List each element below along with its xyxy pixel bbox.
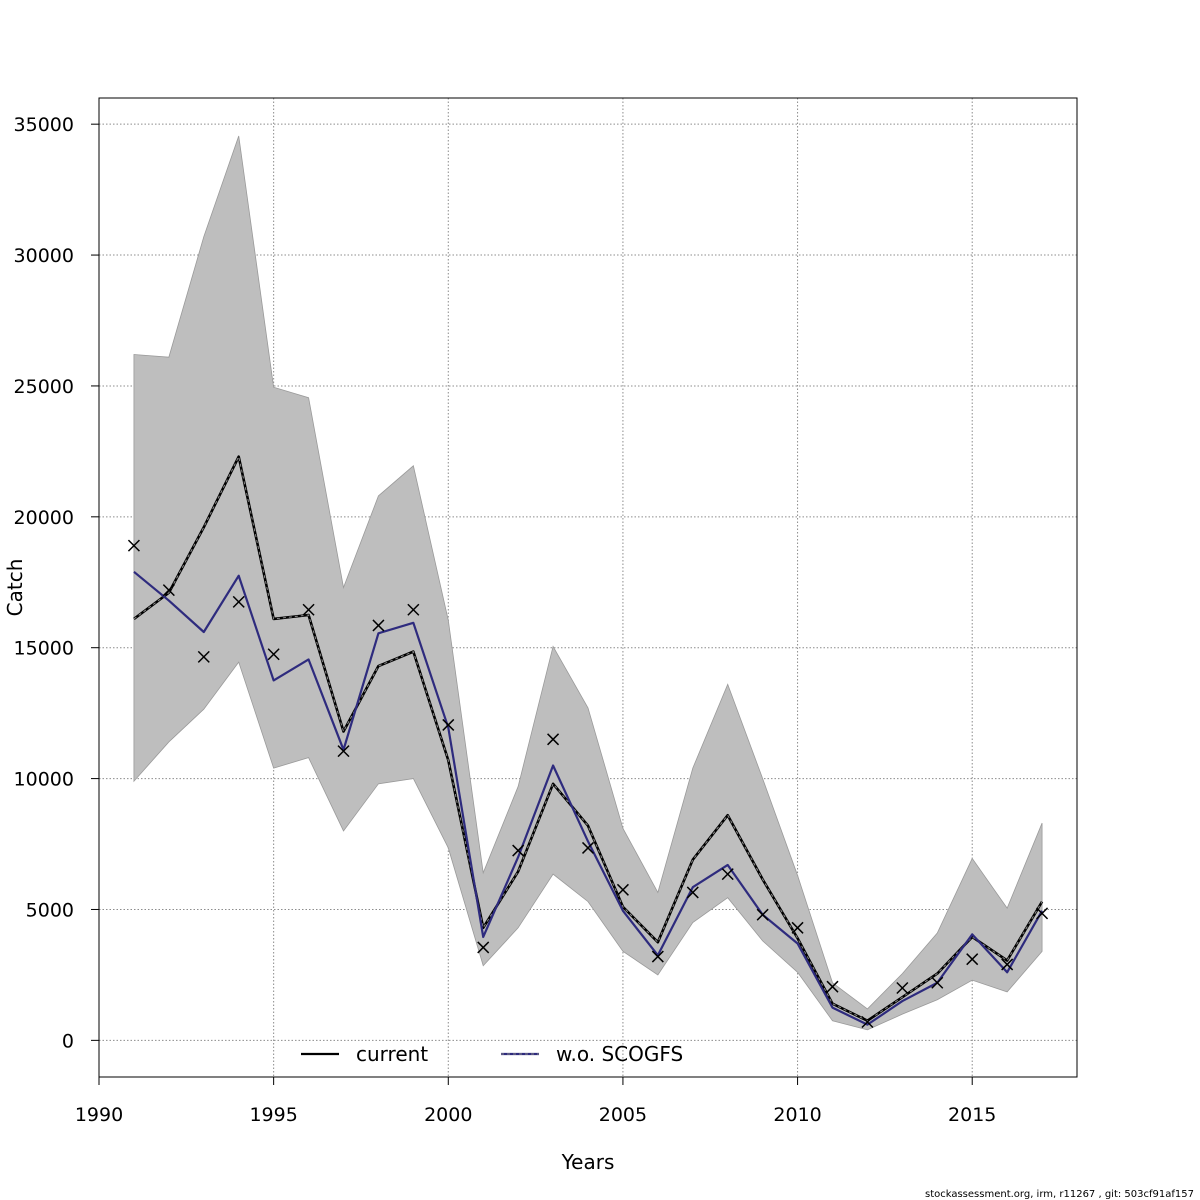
observation-mark-stroke	[791, 921, 804, 934]
observation-mark-stroke	[407, 603, 420, 616]
observation-mark-stroke	[826, 980, 839, 993]
legend-label-wo-scogfs: w.o. SCOGFS	[556, 1042, 683, 1066]
observation-point	[756, 908, 769, 921]
observation-point	[826, 980, 839, 993]
footer-credit: stockassessment.org, irm, r11267 , git: …	[925, 1189, 1194, 1200]
observation-mark-stroke	[162, 584, 175, 597]
y-tick-label: 35000	[14, 114, 74, 136]
observation-point	[372, 619, 385, 632]
observation-point	[477, 941, 490, 954]
x-tick-label: 2015	[948, 1104, 996, 1126]
observation-mark-stroke	[442, 718, 455, 731]
observation-mark-stroke	[651, 950, 664, 963]
legend: current w.o. SCOGFS	[301, 1042, 683, 1066]
observation-point	[861, 1015, 874, 1029]
y-tick-label: 15000	[14, 638, 74, 660]
observation-point	[1036, 907, 1049, 920]
series-lines	[133, 455, 1044, 1026]
observation-mark-stroke	[197, 650, 210, 663]
y-tick-label: 10000	[14, 769, 74, 791]
observation-mark-stroke	[581, 841, 595, 854]
x-tick-label: 1995	[249, 1104, 297, 1126]
observation-point	[616, 883, 629, 896]
confidence-band	[133, 135, 1043, 1031]
plot-frame	[98, 97, 1078, 1078]
observation-mark-stroke	[861, 1015, 874, 1029]
observation-mark-stroke	[267, 648, 280, 661]
observation-mark-stroke	[127, 539, 140, 552]
observation-point	[896, 981, 909, 995]
observation-mark-stroke	[337, 745, 350, 758]
y-tick-label: 20000	[14, 507, 74, 529]
observation-point	[302, 603, 315, 616]
observation-point	[1001, 958, 1014, 971]
observation-point	[127, 539, 140, 552]
observation-mark-stroke	[372, 619, 385, 632]
y-tick-label: 30000	[14, 245, 74, 267]
observation-mark-stroke	[931, 976, 944, 989]
y-tick-label: 0	[62, 1030, 74, 1052]
legend-label-current: current	[356, 1042, 428, 1066]
observation-mark-stroke	[1001, 958, 1014, 971]
observation-point	[966, 953, 979, 966]
series-line-wo-scogfs	[133, 570, 1044, 1026]
observation-point	[581, 841, 595, 854]
observation-mark-stroke	[547, 733, 560, 746]
observation-mark-stroke	[512, 844, 525, 857]
x-tick-label: 2005	[599, 1104, 647, 1126]
observation-mark-stroke	[616, 883, 629, 896]
observation-point	[721, 868, 734, 881]
observation-mark-stroke	[302, 603, 315, 616]
y-tick-label: 25000	[14, 376, 74, 398]
observation-point	[791, 921, 804, 934]
observation-point	[512, 844, 525, 857]
observation-point	[442, 718, 455, 731]
x-axis-title: Years	[561, 1150, 615, 1174]
observation-mark-stroke	[686, 886, 699, 899]
observation-mark-stroke	[477, 941, 490, 954]
x-tick-label: 2010	[773, 1104, 821, 1126]
observation-point	[267, 648, 280, 661]
axes: 1990 1995 2000 2005 2010 2015 0 5000 10000 15000 2…	[14, 114, 997, 1126]
observation-point	[686, 886, 699, 899]
series-line-current-dash	[133, 455, 1043, 1022]
observation-point	[547, 733, 560, 746]
observation-mark-stroke	[232, 595, 245, 608]
observation-point	[651, 950, 664, 963]
observation-point	[197, 650, 210, 663]
observation-points	[127, 539, 1049, 1029]
observation-mark-stroke	[966, 953, 979, 966]
observation-mark-stroke	[1036, 907, 1049, 920]
observation-mark-stroke	[896, 981, 909, 995]
observation-mark-stroke	[721, 868, 734, 881]
x-tick-label: 2000	[424, 1104, 472, 1126]
y-tick-label: 5000	[26, 899, 74, 921]
observation-point	[337, 745, 350, 758]
observation-point	[931, 976, 944, 989]
observation-point	[232, 595, 245, 608]
observation-point	[407, 603, 420, 616]
y-axis-title: Catch	[3, 559, 27, 617]
observation-point	[162, 584, 175, 597]
observation-mark-stroke	[756, 908, 769, 921]
x-tick-label: 1990	[75, 1104, 123, 1126]
